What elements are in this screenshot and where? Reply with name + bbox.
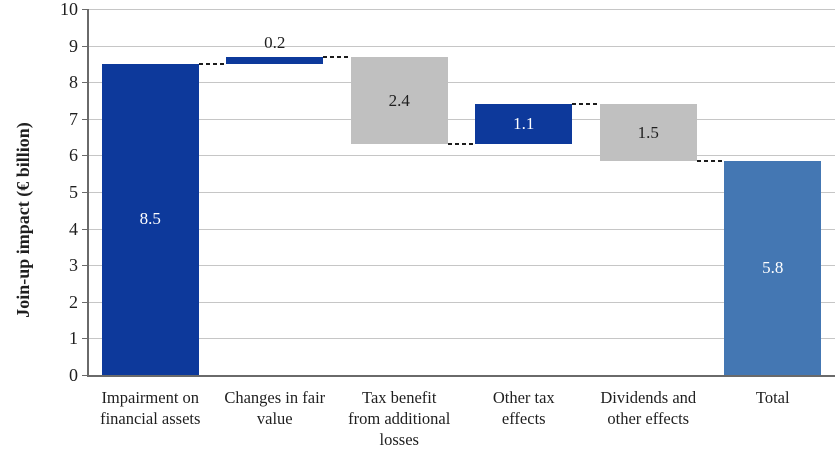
category-label-line: Other tax [492,388,555,407]
x-axis-category-label-changes-in-fair-value: Changes in fair value [209,387,342,429]
y-axis-tick [82,375,88,376]
x-axis-category-label-impairment-on-financial-assets: Impairment on financial assets [84,387,217,429]
bar-tax-benefit-from-additional-losses [350,56,448,145]
y-axis-tick-label: 4 [69,218,78,239]
y-axis-tick-label: 7 [69,108,78,129]
y-axis-tick [82,192,88,193]
bar-changes-in-fair-value [226,56,324,64]
waterfall-connector [696,159,725,162]
gridline [88,45,835,47]
gridline [88,9,835,10]
x-axis-category-label-dividends-and-other-effects: Dividends and other effects [582,387,715,429]
category-label-line: from additional [348,409,451,428]
y-axis-tick-label: 2 [69,291,78,312]
gridline [88,301,835,303]
y-axis-tick-label: 10 [60,0,78,19]
y-axis-tick [82,9,88,10]
bar-impairment-on-financial-assets [101,63,199,375]
y-axis-tick-label: 9 [69,35,78,56]
gridline [88,118,835,120]
y-axis-tick-label: 0 [69,365,78,385]
bar-value-label: 2.4 [388,90,410,110]
category-label-line: value [256,409,293,428]
bar-other-tax-effects [475,104,573,145]
y-axis-tick-label: 3 [69,255,78,276]
waterfall-connector [198,62,227,65]
category-label-line: Tax benefit [362,388,437,407]
gridline [88,228,835,230]
y-axis-tick [82,118,88,120]
category-label-line: losses [379,430,419,449]
waterfall-connector [447,143,476,146]
x-axis-category-label-tax-benefit-from-additional-losses: Tax benefit from additional losses [333,387,466,450]
category-label-line: Changes in fair [224,388,326,407]
category-label-line: Dividends and [600,388,697,407]
bar-value-label: 1.5 [637,122,659,142]
bar-value-label: 0.2 [264,32,286,52]
bar-value-label: 5.8 [762,257,784,277]
y-axis-line [87,9,89,375]
gridline [88,155,835,157]
bar-dividends-and-other-effects [599,104,697,161]
category-label-line: financial assets [100,409,201,428]
y-axis-tick-label: 6 [69,145,78,166]
y-axis-tick [82,82,88,84]
y-axis-tick [82,228,88,230]
y-axis-tick [82,45,88,47]
y-axis-tick [82,265,88,267]
category-label-line: Impairment on [101,388,200,407]
bar-total [724,160,822,375]
waterfall-connector [323,55,351,58]
gridline [88,265,835,267]
waterfall-connector [572,103,600,106]
y-axis-tick [82,301,88,303]
y-axis-tick [82,155,88,157]
category-label-line: effects [501,409,546,428]
x-axis-line [87,375,835,377]
category-label-line: other effects [607,409,690,428]
gridline [88,192,835,193]
bar-value-label: 8.5 [139,209,161,229]
y-axis-tick-label: 5 [69,182,78,202]
gridline [88,338,835,340]
x-axis-category-label-total: Total [707,387,835,408]
gridline [88,82,835,84]
bar-value-label: 1.1 [513,114,535,134]
category-label-line: Total [755,388,790,407]
y-axis-tick [82,338,88,340]
y-axis-tick-label: 1 [69,328,78,349]
x-axis-category-label-other-tax-effects: Other tax effects [458,387,591,429]
y-axis-tick-label: 8 [69,72,78,93]
